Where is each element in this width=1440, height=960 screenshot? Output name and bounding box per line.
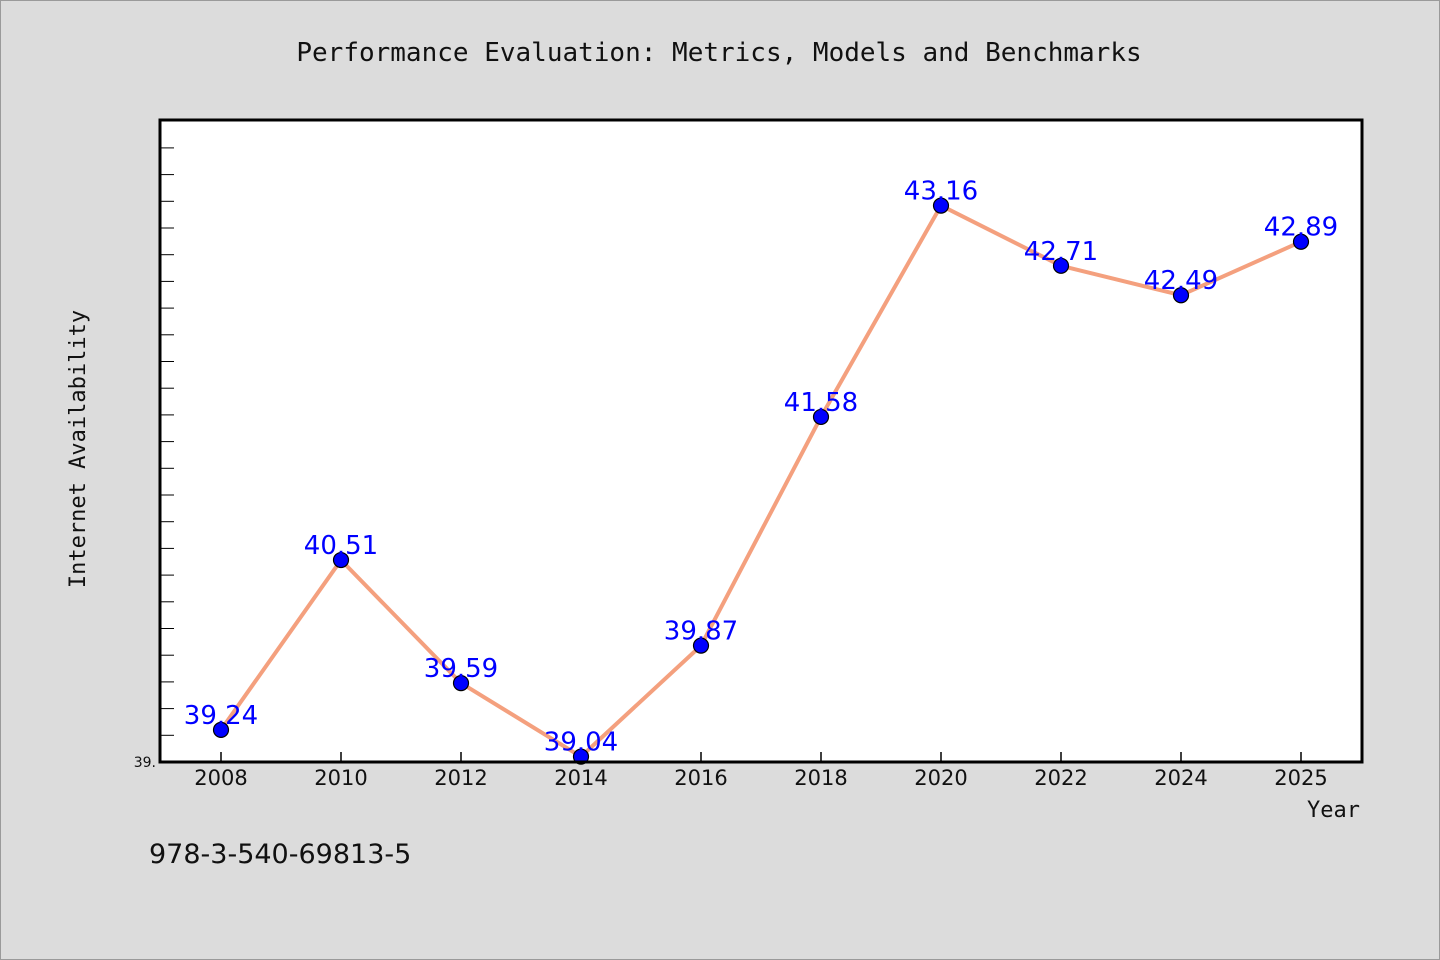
chart-title: Performance Evaluation: Metrics, Models … <box>296 38 1141 68</box>
x-tick-label: 2008 <box>194 766 247 790</box>
y-tick-label: 39. <box>134 755 156 771</box>
data-label: 39.24 <box>184 701 258 731</box>
data-label: 41.58 <box>784 388 858 418</box>
data-point <box>812 408 830 426</box>
data-label: 43.16 <box>904 177 978 207</box>
data-label: 42.71 <box>1024 237 1098 267</box>
series-markers <box>212 197 1310 765</box>
x-tick-label: 2020 <box>914 766 967 790</box>
plot-frame <box>158 118 1364 764</box>
data-point <box>572 748 590 765</box>
data-label: 39.87 <box>664 617 738 647</box>
y-minor-ticks <box>160 147 174 736</box>
x-tick-label: 2022 <box>1034 766 1087 790</box>
data-label: 42.89 <box>1264 213 1338 243</box>
data-point <box>692 637 710 654</box>
x-tick-label: 2014 <box>554 766 607 790</box>
x-tick-label: 2018 <box>794 766 847 790</box>
x-tick-label: 2025 <box>1274 766 1327 790</box>
data-point <box>932 197 950 214</box>
y-axis-label: Internet Availability <box>66 310 91 588</box>
data-label: 42.49 <box>1144 266 1218 296</box>
data-point <box>452 674 470 692</box>
x-axis-ticks: 2008 2010 2012 2014 2016 2018 2020 2022 2024 2025 <box>194 752 1328 790</box>
x-tick-label: 2016 <box>674 766 727 790</box>
data-point <box>1292 233 1310 250</box>
x-tick-label: 2010 <box>314 766 367 790</box>
data-labels: 39.24 40.51 39.59 39.04 39.87 41.58 43.16 42.71… <box>184 177 1338 758</box>
series-line <box>219 203 1302 759</box>
data-point <box>1172 287 1190 304</box>
data-label: 39.04 <box>544 728 618 758</box>
data-point <box>332 551 350 569</box>
data-point <box>212 721 230 739</box>
data-label: 40.51 <box>304 531 378 561</box>
x-tick-label: 2012 <box>434 766 487 790</box>
plot-area <box>160 120 1362 762</box>
isbn-annotation: 978-3-540-69813-5 <box>149 839 411 870</box>
data-label: 39.59 <box>424 654 498 684</box>
data-point <box>1052 257 1070 274</box>
x-tick-label: 2024 <box>1154 766 1207 790</box>
x-axis-label: Year <box>1307 798 1360 823</box>
